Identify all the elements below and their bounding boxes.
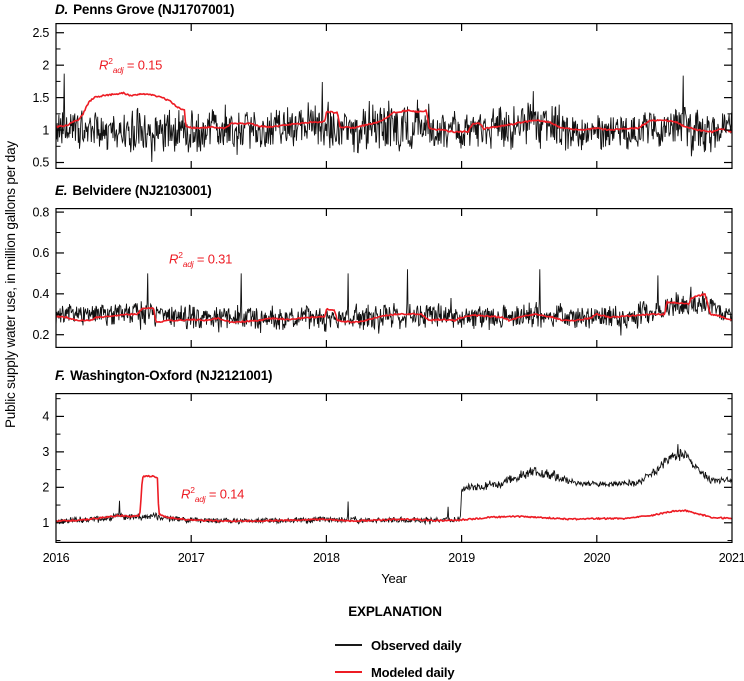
y-tick-label: 1.5 [33,91,50,105]
observed-line-sample [335,644,362,646]
y-tick-label: 2.5 [33,26,50,40]
y-tick-label: 0.4 [33,287,50,301]
legend-row-observed: Observed daily [335,637,462,653]
y-tick-label: 0.8 [33,205,50,219]
x-tick-label: 2019 [448,551,475,565]
x-tick-label: 2016 [42,551,70,565]
panel-e-title-text: Belvidere (NJ2103001) [72,183,212,198]
panel-e-r2-label: R2adj = 0.31 [169,250,233,269]
y-tick-label: 0.2 [33,328,50,342]
legend-row-modeled: Modeled daily [335,664,455,680]
panel-d-plot: 0.5 1 1.5 2 2.5 [33,23,733,170]
panel-e-title: E. Belvidere (NJ2103001) [55,183,212,198]
x-axis-label: Year [381,571,407,586]
x-axis-tick-labels: 2016 2017 2018 2019 2020 2021 [0,551,744,567]
panel-f-title: F. Washington-Oxford (NJ2121001) [55,368,273,383]
legend-label-observed: Observed daily [371,637,462,653]
panel-d-title-text: Penns Grove (NJ1707001) [73,2,235,17]
panel-d-r2-label: R2adj = 0.15 [99,56,163,75]
y-axis-label: Public supply water use, in million gall… [3,141,18,429]
panel-e-letter: E. [55,183,68,198]
modeled-line-sample [335,671,362,673]
panel-d-letter: D. [55,2,69,17]
y-tick-label: 3 [42,445,49,459]
x-tick-label: 2017 [177,551,205,565]
y-tick-label: 2 [42,481,49,495]
x-tick-label: 2018 [313,551,340,565]
panel-f-title-text: Washington-Oxford (NJ2121001) [70,368,273,383]
panel-d-title: D. Penns Grove (NJ1707001) [55,2,235,17]
y-tick-label: 2 [42,58,49,72]
panel-f-letter: F. [55,368,66,383]
y-tick-label: 0.5 [33,156,50,170]
y-tick-label: 0.6 [33,246,50,260]
panel-e-plot: 0.2 0.4 0.6 0.8 [33,205,733,349]
x-tick-label: 2020 [583,551,611,565]
panel-f-r2-label: R2adj = 0.14 [181,485,245,504]
y-tick-label: 4 [42,410,49,424]
legend-label-modeled: Modeled daily [371,664,455,680]
panel-f-plot: 1 2 3 4 [42,393,733,544]
legend-title: EXPLANATION [348,604,442,619]
y-tick-label: 1 [42,516,49,530]
y-tick-label: 1 [42,123,49,137]
x-tick-label: 2021 [718,551,744,565]
